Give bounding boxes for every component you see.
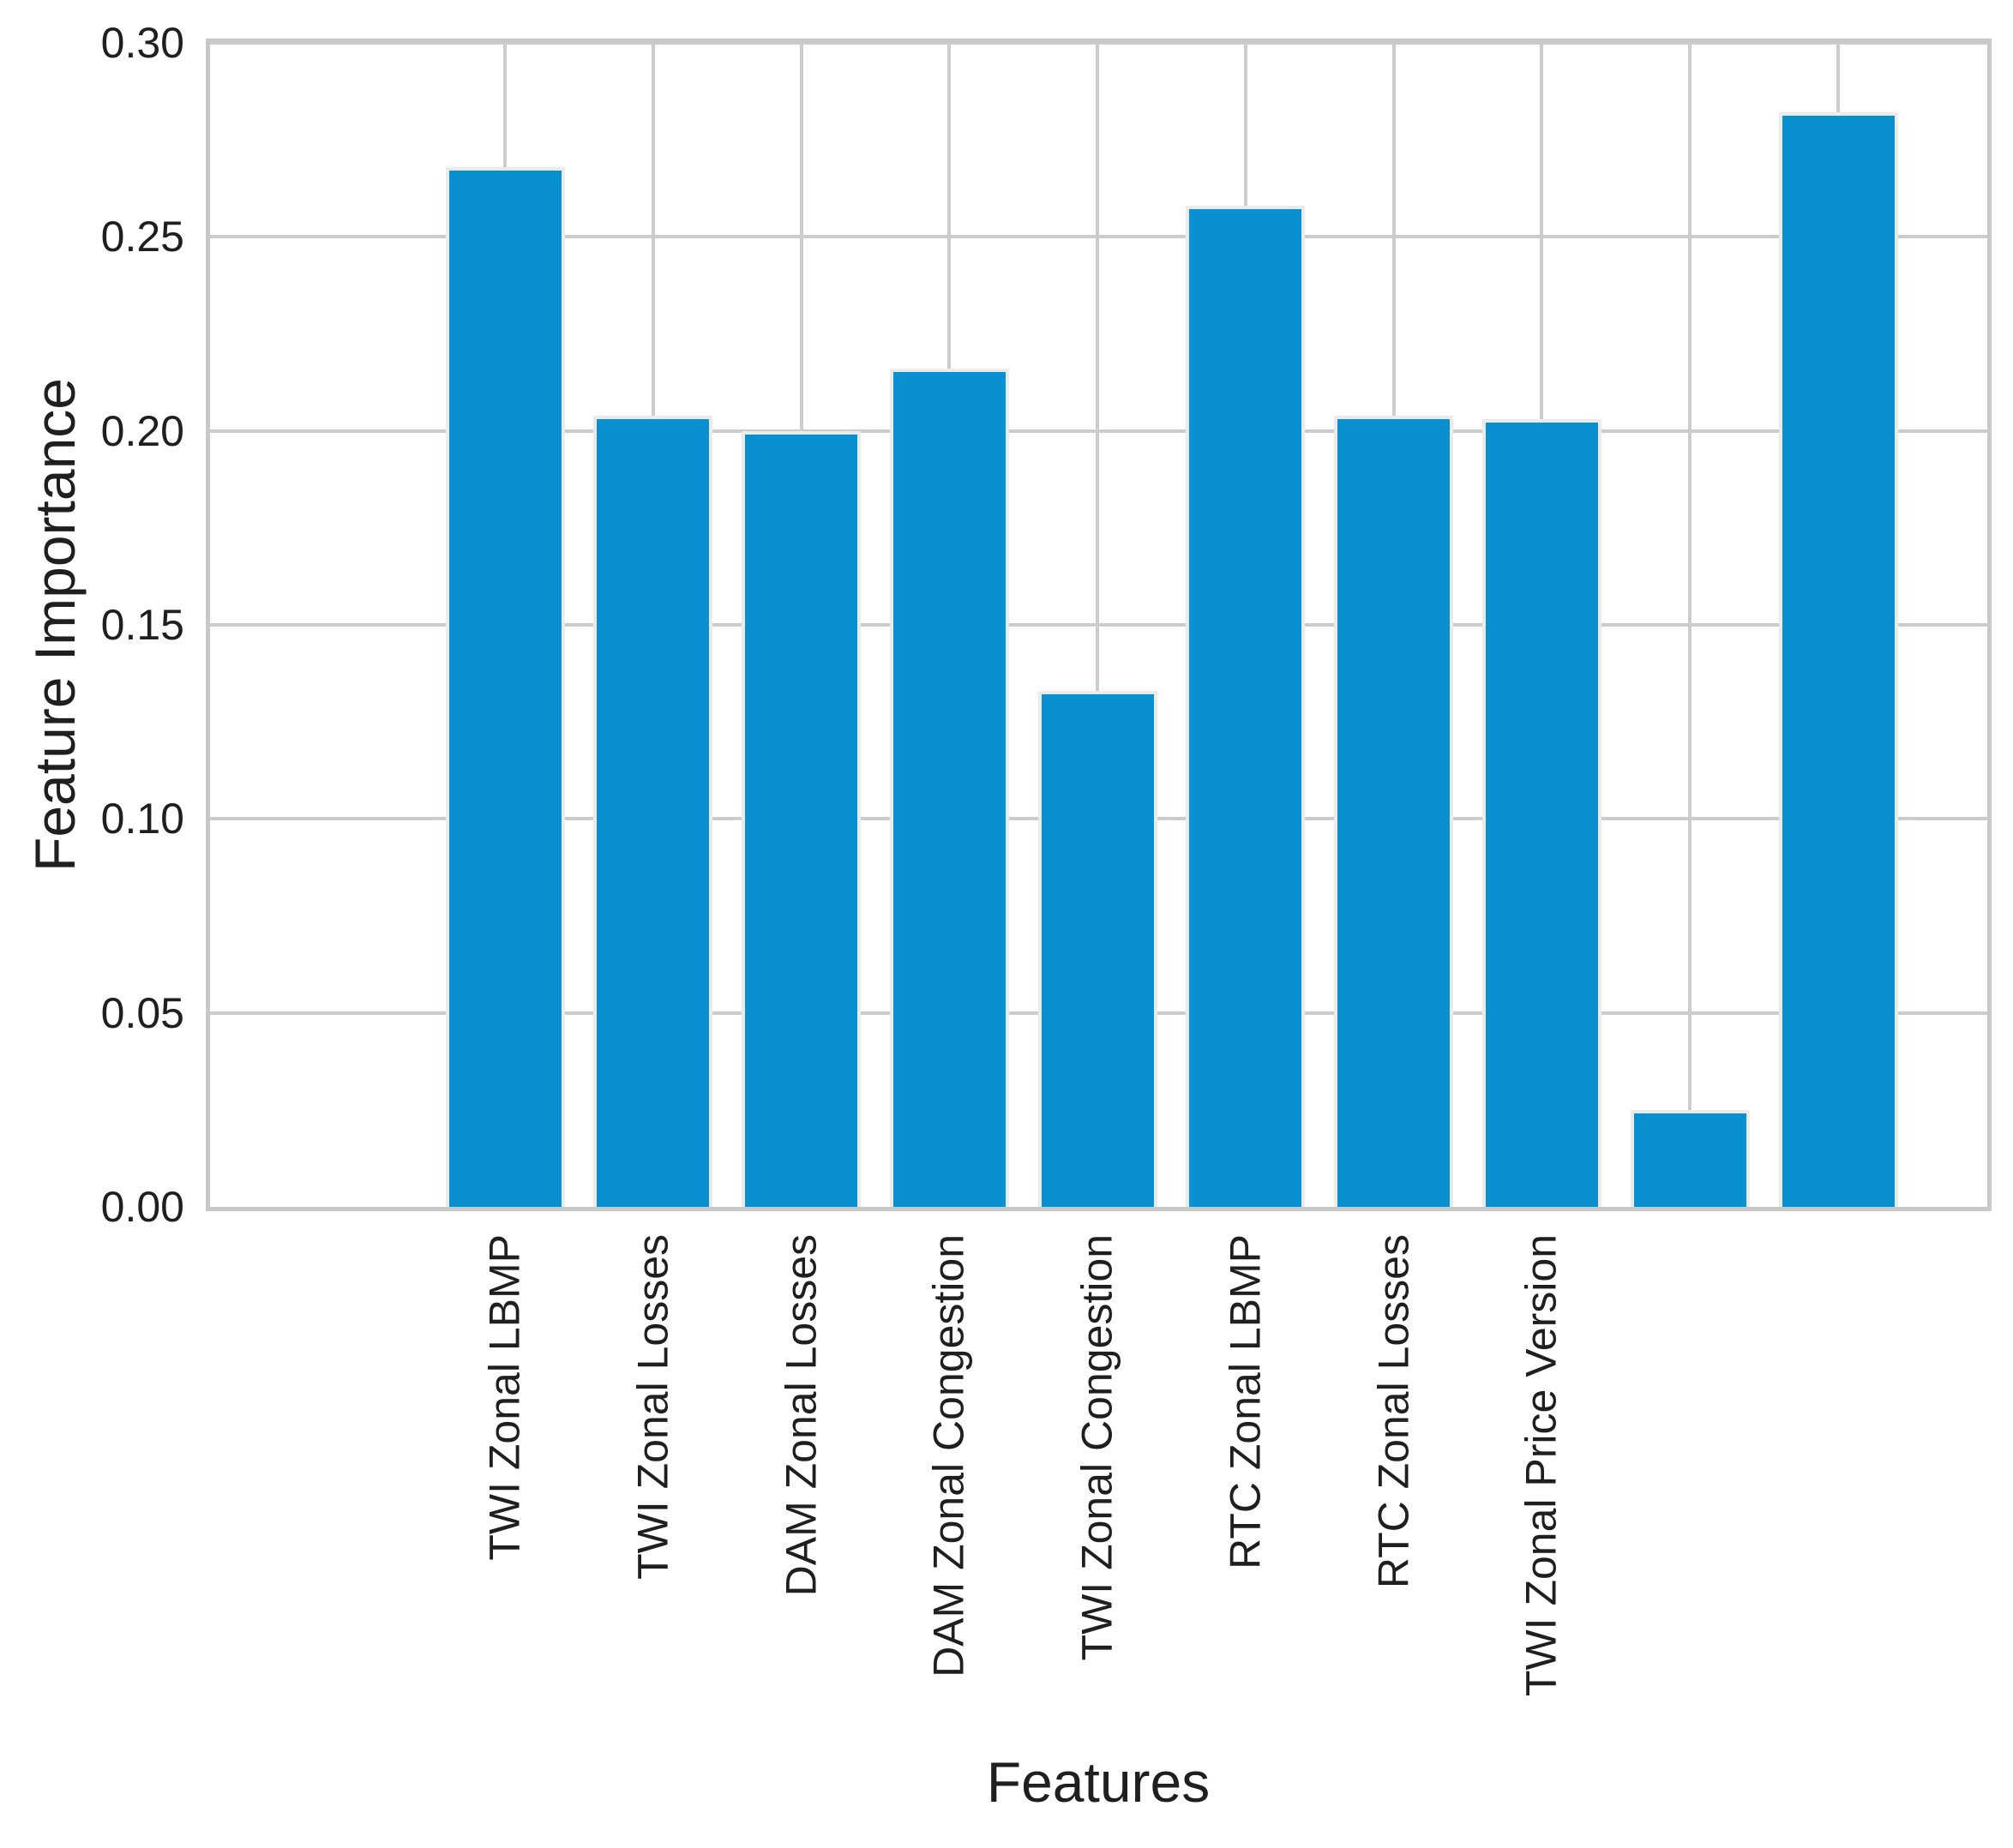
x-axis-label: Features [986, 1750, 1211, 1814]
x-tick-label: DAM Zonal Congestion [924, 1234, 973, 1677]
x-gridline [1096, 43, 1100, 1207]
x-gridline [1688, 43, 1692, 1207]
bar [889, 369, 1009, 1207]
bar [445, 166, 565, 1207]
y-tick-label: 0.30 [100, 19, 184, 67]
x-tick-label: TWI Zonal Losses [628, 1234, 677, 1580]
x-tick-label: TWI Zonal LBMP [480, 1234, 529, 1561]
bar [1334, 415, 1454, 1207]
bar [742, 430, 862, 1207]
bar [593, 415, 713, 1207]
y-axis-label: Feature Importance [23, 378, 87, 872]
bar [1630, 1109, 1750, 1207]
y-tick-label: 0.10 [100, 795, 184, 843]
plot-area [210, 41, 1987, 1207]
x-tick-label: TWI Zonal Congestion [1073, 1234, 1121, 1661]
y-tick-label: 0.05 [100, 988, 184, 1037]
bar [1778, 112, 1898, 1207]
bar [1037, 690, 1157, 1207]
y-tick-label: 0.20 [100, 406, 184, 455]
y-tick-label: 0.00 [100, 1183, 184, 1231]
x-tick-label: DAM Zonal Losses [777, 1234, 826, 1597]
x-tick-label: RTC Zonal Losses [1369, 1234, 1418, 1589]
x-tick-label: TWI Zonal Price Version [1517, 1234, 1565, 1697]
y-tick-label: 0.15 [100, 601, 184, 649]
x-tick-label: RTC Zonal LBMP [1221, 1234, 1270, 1569]
y-tick-label: 0.25 [100, 213, 184, 261]
bar [1186, 206, 1306, 1207]
bar [1481, 419, 1601, 1207]
